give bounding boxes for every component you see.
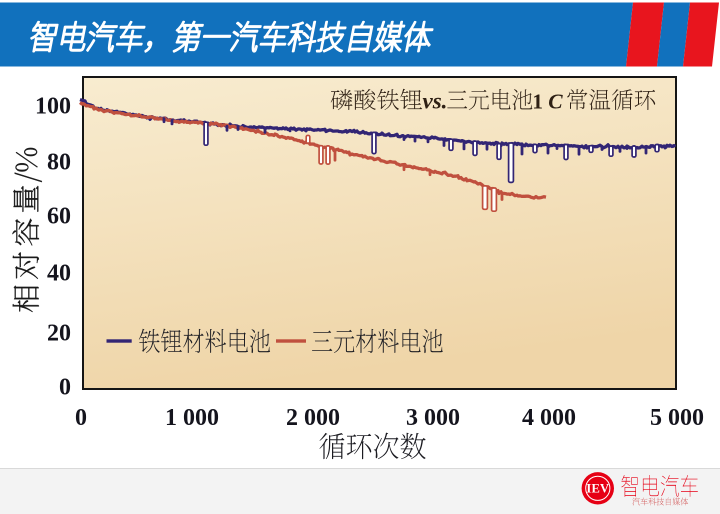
svg-text:1: 1 [532,89,543,113]
svg-text:40: 40 [47,261,71,287]
svg-text:C: C [548,89,563,113]
svg-text:0: 0 [59,374,71,400]
svg-text:3 000: 3 000 [406,405,460,431]
svg-text:vs.: vs. [423,88,448,113]
svg-text:80: 80 [47,149,71,175]
svg-text:4 000: 4 000 [522,405,576,431]
svg-text:20: 20 [47,321,71,347]
svg-text:100: 100 [35,93,71,119]
svg-text:2 000: 2 000 [286,405,340,431]
svg-text:60: 60 [47,204,71,230]
svg-text:1 000: 1 000 [165,405,219,431]
svg-text:IEV: IEV [586,482,609,496]
svg-text:0: 0 [75,405,87,431]
svg-text:5 000: 5 000 [650,405,704,431]
